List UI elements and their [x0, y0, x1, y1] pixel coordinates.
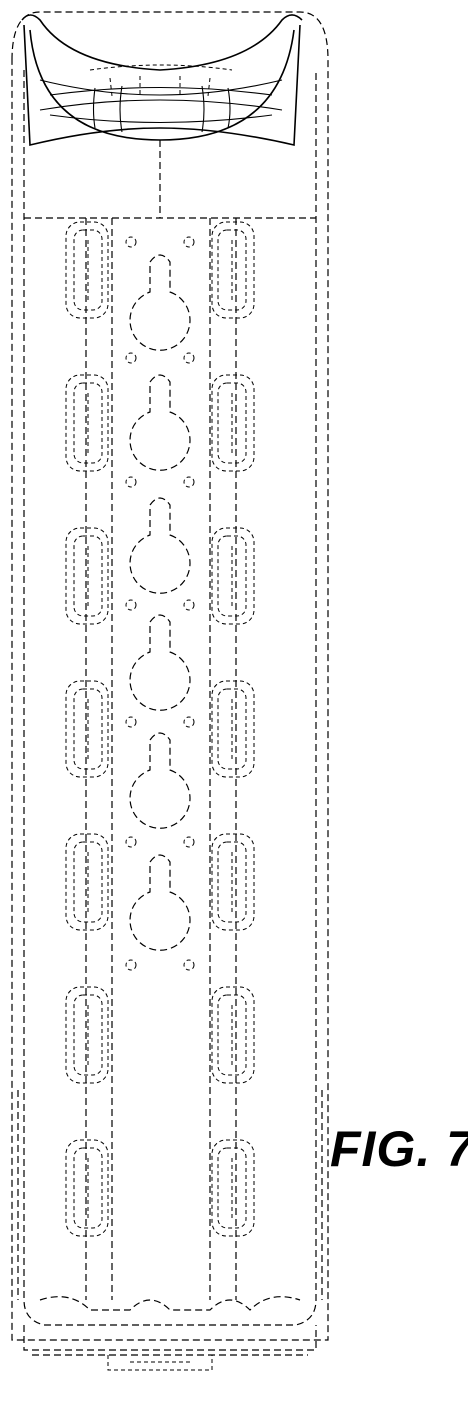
keyhole: [126, 375, 194, 487]
left-slot: [66, 1140, 108, 1236]
left-slot: [66, 528, 108, 624]
right-slot: [212, 1140, 254, 1236]
keyhole: [126, 615, 194, 727]
keyhole: [126, 733, 194, 847]
figure-label: FIG. 7: [330, 1120, 468, 1178]
left-slot: [66, 375, 108, 471]
keyhole: [126, 498, 194, 610]
right-slot: [212, 222, 254, 318]
right-slot-column: [212, 222, 254, 1236]
keyhole: [126, 855, 194, 970]
centre-divider: [24, 140, 316, 218]
keyhole-column: [126, 237, 194, 970]
left-slot: [66, 222, 108, 318]
right-slot: [212, 987, 254, 1083]
left-slot-column: [66, 222, 108, 1236]
left-slot: [66, 834, 108, 930]
bottom-base: [24, 1297, 316, 1370]
right-slot: [212, 681, 254, 777]
right-slot: [212, 528, 254, 624]
top-cup-opening: [22, 15, 302, 145]
right-slot: [212, 375, 254, 471]
outer-body-outline: [12, 12, 328, 1340]
keyhole: [126, 237, 194, 363]
right-slot: [212, 834, 254, 930]
left-slot: [66, 987, 108, 1083]
left-slot: [66, 681, 108, 777]
